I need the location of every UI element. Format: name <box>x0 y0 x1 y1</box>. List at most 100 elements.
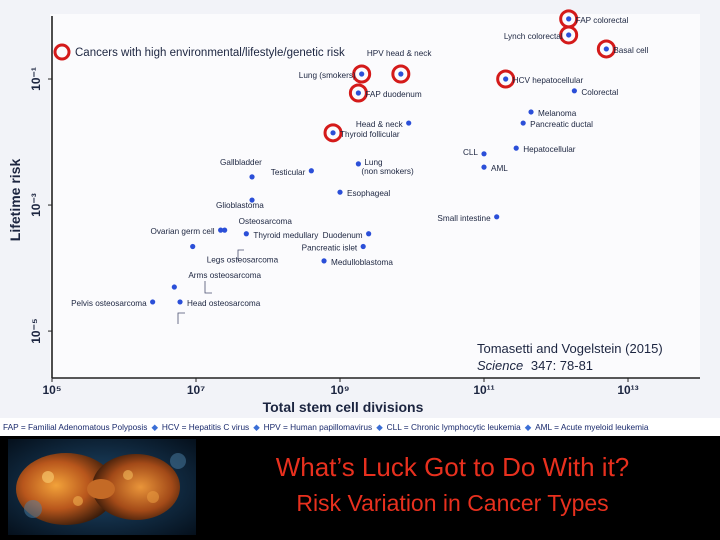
citation-journal: Science <box>477 358 523 373</box>
abbreviation-footnote: FAP = Familial Adenomatous Polyposis ◆ H… <box>0 418 720 436</box>
point-ovarian-germ-cell <box>218 227 224 233</box>
point-label-melanoma: Melanoma <box>538 109 577 118</box>
plot-area <box>50 14 700 378</box>
point-label-hpv-head-neck: HPV head & neck <box>367 49 433 58</box>
point-cll <box>481 151 487 157</box>
point-lung-non-smokers <box>355 161 361 167</box>
highlight-ring-lynch-colorectal <box>559 25 579 45</box>
x-axis-label: Total stem cell divisions <box>263 399 424 415</box>
x-tick-label: 10⁷ <box>187 383 205 397</box>
point-fap-duodenum <box>355 90 361 96</box>
point-label-aml: AML <box>491 164 508 173</box>
point-label-pelvis-osteosarcoma: Pelvis osteosarcoma <box>71 299 147 308</box>
highlight-rings <box>323 9 616 143</box>
connector-osteosarcoma <box>237 249 244 260</box>
cancer-cell-image <box>8 439 196 535</box>
y-tick-label: 10⁻³ <box>29 193 43 217</box>
data-point-labels: FAP colorectal Lynch colorectal Basal cell… <box>71 16 648 308</box>
legend: Cancers with high environmental/lifestyl… <box>53 43 345 61</box>
diamond-icon: ◆ <box>151 422 158 432</box>
highlight-ring-basal-cell <box>596 39 616 59</box>
citation-reference: Science 347: 78-81 <box>477 358 593 373</box>
connector-legs-osteosarcoma <box>204 281 212 294</box>
point-label-line: (non smokers) <box>361 167 414 176</box>
diamond-icon: ◆ <box>376 422 383 432</box>
y-tick-labels: 10⁻¹ 10⁻³ 10⁻⁵ <box>29 67 52 344</box>
point-label-pancreatic-ductal: Pancreatic ductal <box>530 120 593 129</box>
x-tick-label: 10⁵ <box>43 383 62 397</box>
citation-authors: Tomasetti and Vogelstein (2015) <box>477 341 663 356</box>
point-gallbladder <box>249 174 255 180</box>
scatter-chart: 10⁵ 10⁷ 10⁹ 10¹¹ 10¹³ 10⁻¹ 10⁻³ 10⁻⁵ Total ste… <box>0 0 720 418</box>
slide-title: What’s Luck Got to Do With it? <box>275 452 630 482</box>
title-banner <box>0 436 720 540</box>
highlight-ring-hcv-hepatocellular <box>496 69 516 89</box>
x-tick-label: 10⁹ <box>330 383 349 397</box>
point-aml <box>481 164 487 170</box>
point-lynch-colorectal <box>566 32 572 38</box>
x-tick-labels: 10⁵ 10⁷ 10⁹ 10¹¹ 10¹³ <box>43 378 639 397</box>
highlight-ring-thyroid-follicular <box>323 123 343 143</box>
point-arms-osteosarcoma <box>171 284 177 290</box>
point-esophageal <box>337 189 343 195</box>
diamond-icon: ◆ <box>253 422 260 432</box>
point-label-osteosarcoma: Osteosarcoma <box>239 217 293 226</box>
point-head-neck <box>406 120 412 126</box>
footnote-hcv: HCV = Hepatitis C virus <box>161 422 250 432</box>
point-head-osteosarcoma <box>177 299 183 305</box>
x-tick-label: 10¹¹ <box>473 383 494 397</box>
point-label-thyroid-medullary: Thyroid medullary <box>253 231 319 240</box>
point-label-duodenum: Duodenum <box>323 231 363 240</box>
point-label-pancreatic-islet: Pancreatic islet <box>302 243 358 252</box>
point-label-fap-colorectal: FAP colorectal <box>576 16 629 25</box>
point-label-colorectal: Colorectal <box>581 88 618 97</box>
point-legs-osteosarcoma <box>190 243 196 250</box>
point-label-cll: CLL <box>463 148 478 157</box>
point-lung-smokers <box>359 71 365 77</box>
y-tick-label: 10⁻⁵ <box>29 318 43 343</box>
highlight-ring-hpv-head-neck <box>391 64 411 84</box>
point-label-lynch-colorectal: Lynch colorectal <box>504 32 563 41</box>
point-duodenum <box>366 231 372 237</box>
point-label-head-osteosarcoma: Head osteosarcoma <box>187 299 261 308</box>
point-osteosarcoma <box>222 227 228 233</box>
point-hcv-hepatocellular <box>503 76 509 82</box>
point-label-gallbladder: Gallbladder <box>220 158 262 167</box>
y-axis-label: Lifetime risk <box>7 159 23 242</box>
footnote-fap: FAP = Familial Adenomatous Polyposis <box>3 422 148 432</box>
citation-details: 347: 78-81 <box>531 358 593 373</box>
footnote-aml: AML = Acute myeloid leukemia <box>535 422 649 432</box>
point-hepatocellular <box>513 145 519 151</box>
point-label-fap-duodenum: FAP duodenum <box>365 90 421 99</box>
point-glioblastoma <box>249 197 255 203</box>
highlight-ring-fap-duodenum <box>348 83 368 103</box>
point-testicular <box>308 168 314 174</box>
citation: Tomasetti and Vogelstein (2015) Science … <box>477 341 663 373</box>
point-label-thyroid-follicular: Thyroid follicular <box>340 130 400 139</box>
legend-ring-icon <box>53 43 71 61</box>
point-thyroid-follicular <box>330 130 336 136</box>
point-label-ovarian-germ-cell: Ovarian germ cell <box>150 227 214 236</box>
point-pancreatic-ductal <box>520 120 526 126</box>
footnote-cll: CLL = Chronic lymphocytic leukemia <box>386 422 521 432</box>
point-basal-cell <box>603 46 609 52</box>
highlight-ring-lung-smokers <box>352 64 372 84</box>
point-label-lung-smokers: Lung (smokers) <box>299 71 356 80</box>
connector-arms-osteosarcoma <box>177 312 185 324</box>
point-thyroid-medullary <box>243 231 249 237</box>
point-melanoma <box>528 109 534 115</box>
point-label-testicular: Testicular <box>271 168 306 177</box>
point-label-basal-cell: Basal cell <box>613 46 648 55</box>
point-label-hcv-hepatocellular: HCV hepatocellular <box>513 76 584 85</box>
data-points <box>150 16 609 305</box>
diamond-icon: ◆ <box>524 422 532 432</box>
point-label-line: Lung <box>364 158 383 167</box>
x-tick-label: 10¹³ <box>617 383 638 397</box>
point-pelvis-osteosarcoma <box>150 299 156 305</box>
label-connectors <box>177 249 244 324</box>
point-label-small-intestine: Small intestine <box>437 214 491 223</box>
point-label-arms-osteosarcoma: Arms osteosarcoma <box>188 271 261 280</box>
point-label-lung-non-smokers: Lung (non smokers) <box>361 158 414 176</box>
legend-label: Cancers with high environmental/lifestyl… <box>75 47 345 59</box>
